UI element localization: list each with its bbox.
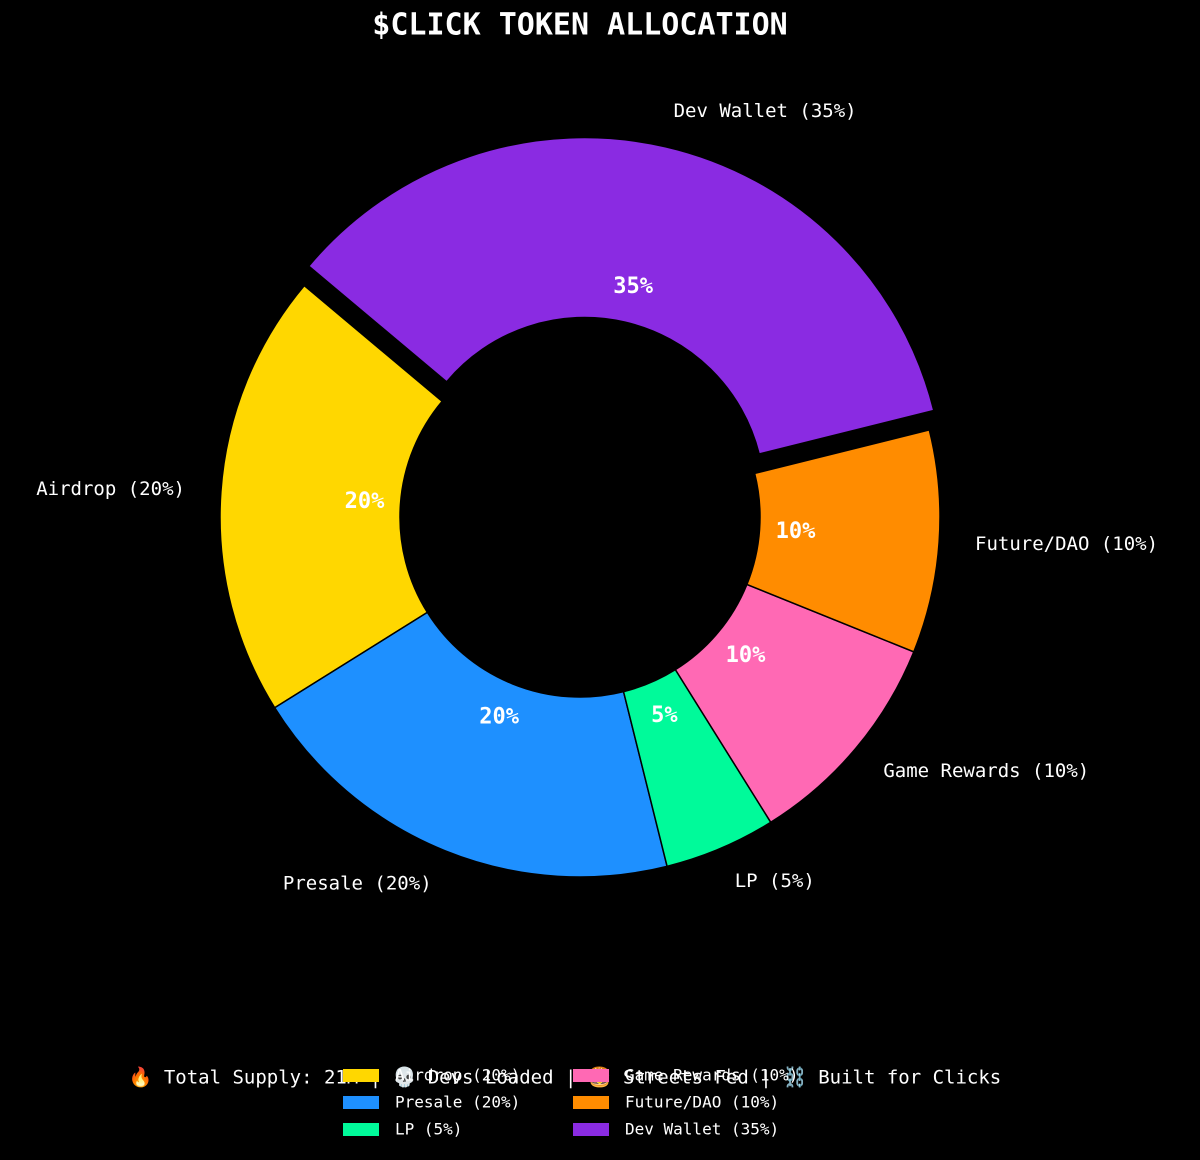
legend-label: Dev Wallet (35%): [625, 1120, 779, 1139]
wedge-label: Dev Wallet (35%): [674, 100, 857, 122]
wedge-label: Future/DAO (10%): [975, 533, 1158, 555]
value-label: 20%: [479, 704, 519, 729]
wedge-label: Airdrop (20%): [36, 478, 185, 500]
legend-swatch: [343, 1123, 379, 1136]
footer-note: 🔥 Total Supply: 21M | 💀 Devs Loaded | 🍔 …: [129, 1066, 1001, 1089]
legend-label: Game Rewards (10%): [625, 1066, 798, 1085]
legend-swatch: [573, 1123, 609, 1136]
wedge-label: LP (5%): [735, 870, 815, 892]
value-label: 20%: [345, 489, 385, 514]
legend-label: Future/DAO (10%): [625, 1093, 779, 1112]
value-label: 5%: [651, 703, 678, 728]
legend-swatch: [343, 1069, 379, 1082]
legend-swatch: [343, 1096, 379, 1109]
legend-label: Airdrop (20%): [395, 1066, 520, 1085]
legend-swatch: [573, 1069, 609, 1082]
value-label: 10%: [776, 519, 816, 544]
legend-label: Presale (20%): [395, 1093, 520, 1112]
donut-wedge: [307, 136, 935, 455]
wedge-label: Game Rewards (10%): [883, 760, 1089, 782]
donut-wedge: [273, 611, 669, 878]
donut-wedge: [745, 428, 941, 653]
wedge-label: Presale (20%): [283, 873, 432, 895]
value-label: 35%: [613, 274, 653, 299]
donut-wedge: [219, 284, 444, 709]
chart-title: $CLICK TOKEN ALLOCATION: [372, 8, 787, 43]
legend-swatch: [573, 1096, 609, 1109]
value-label: 10%: [726, 643, 766, 668]
legend-label: LP (5%): [395, 1120, 462, 1139]
